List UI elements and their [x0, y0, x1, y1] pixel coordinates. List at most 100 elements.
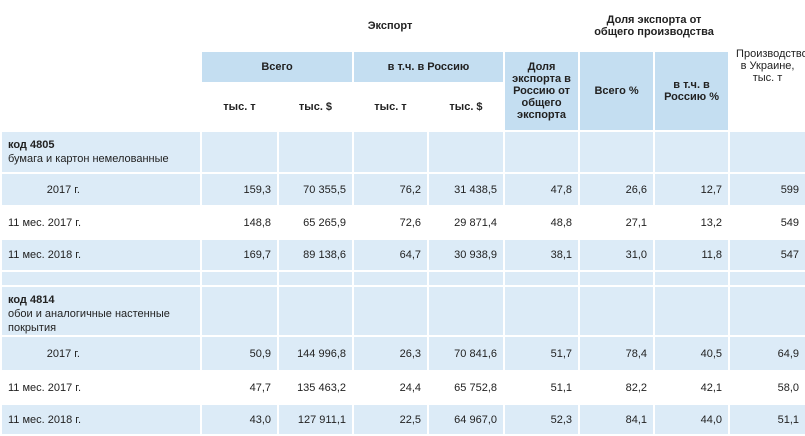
spacer-row: [0, 270, 805, 287]
spacer-cell: [0, 270, 202, 287]
value-cell: 38,1: [502, 238, 581, 272]
unit-cell: тыс. т: [352, 82, 429, 132]
data-row: 11 мес. 2018 г. 43,0 127 911,1 22,5 64 967,0…: [0, 403, 805, 436]
row-label: 2017 г.: [0, 172, 202, 207]
value-cell: 31 438,5: [427, 172, 505, 207]
empty-cell: [427, 130, 505, 174]
value-cell: 47,8: [502, 172, 581, 207]
value-cell: 64 967,0: [427, 403, 505, 436]
empty-cell: [352, 285, 429, 337]
empty-cell: [277, 130, 354, 174]
row-label: 11 мес. 2018 г.: [0, 403, 202, 436]
header-cell: Доля экспорта от общего производства: [578, 0, 731, 52]
value-cell: 58,0: [728, 370, 805, 405]
value-cell: 22,5: [352, 403, 429, 436]
section-row: код 4805 бумага и картон немелованные: [0, 130, 805, 174]
spacer-cell: [578, 270, 656, 287]
value-cell: 144 996,8: [277, 335, 354, 372]
data-row: 11 мес. 2018 г. 169,7 89 138,6 64,7 30 938,9…: [0, 238, 805, 272]
empty-cell: [578, 130, 656, 174]
header-cell: Всего: [200, 50, 354, 84]
data-row: 2017 г. 159,3 70 355,5 76,2 31 438,5 47,8 26,6…: [0, 172, 805, 207]
header-cell: Всего %: [578, 50, 656, 132]
value-cell: 135 463,2: [277, 370, 354, 405]
empty-cell: [200, 130, 279, 174]
value-cell: 50,9: [200, 335, 279, 372]
header-cell: Доля экспорта в Россию от общего экспорт…: [502, 50, 581, 132]
data-row: 11 мес. 2017 г. 148,8 65 265,9 72,6 29 871,4…: [0, 205, 805, 240]
spacer-cell: [352, 270, 429, 287]
empty-cell: [200, 285, 279, 337]
value-cell: 27,1: [578, 205, 656, 240]
value-cell: 51,1: [502, 370, 581, 405]
value-cell: 70 355,5: [277, 172, 354, 207]
unit-cell: тыс. т: [200, 82, 279, 132]
section-name: бумага и картон немелованные: [8, 153, 169, 165]
header-cell: Экспорт: [199, 0, 581, 52]
empty-cell: [277, 285, 354, 337]
section-name: обои и аналогичные настенные покрытия: [8, 308, 170, 334]
value-cell: 547: [728, 238, 805, 272]
value-cell: 51,7: [502, 335, 581, 372]
data-row: 2017 г. 50,9 144 996,8 26,3 70 841,6 51,7 78,4…: [0, 335, 805, 372]
value-cell: 48,8: [502, 205, 581, 240]
section-code: код 4805: [8, 139, 55, 151]
value-cell: 26,3: [352, 335, 429, 372]
row-label: 11 мес. 2017 г.: [0, 205, 202, 240]
empty-cell: [352, 130, 429, 174]
value-cell: 31,0: [578, 238, 656, 272]
value-cell: 78,4: [578, 335, 656, 372]
unit-cell: тыс. $: [427, 82, 505, 132]
header-cell: в т.ч. в Россию: [352, 50, 505, 84]
empty-cell: [502, 130, 581, 174]
value-cell: 70 841,6: [427, 335, 505, 372]
empty-cell: [728, 130, 805, 174]
section-code: код 4814: [8, 294, 55, 306]
spacer-cell: [502, 270, 581, 287]
spacer-cell: [277, 270, 354, 287]
spacer-cell: [653, 270, 731, 287]
unit-cell: тыс. $: [277, 82, 354, 132]
value-cell: 549: [728, 205, 805, 240]
value-cell: 12,7: [653, 172, 731, 207]
value-cell: 65 265,9: [277, 205, 354, 240]
spacer-cell: [728, 270, 805, 287]
empty-cell: [502, 285, 581, 337]
empty-cell: [578, 285, 656, 337]
value-cell: 44,0: [653, 403, 731, 436]
value-cell: 52,3: [502, 403, 581, 436]
value-cell: 11,8: [653, 238, 731, 272]
section-row: код 4814 обои и аналогичные настенные пок…: [0, 285, 805, 337]
row-label: 11 мес. 2018 г.: [0, 238, 202, 272]
value-cell: 43,0: [200, 403, 279, 436]
value-cell: 26,6: [578, 172, 656, 207]
empty-cell: [653, 285, 731, 337]
empty-cell: [427, 285, 505, 337]
value-cell: 65 752,8: [427, 370, 505, 405]
value-cell: 40,5: [653, 335, 731, 372]
value-cell: 89 138,6: [277, 238, 354, 272]
value-cell: 29 871,4: [427, 205, 505, 240]
value-cell: 148,8: [200, 205, 279, 240]
value-cell: 82,2: [578, 370, 656, 405]
data-row: 11 мес. 2017 г. 47,7 135 463,2 24,4 65 752,8…: [0, 370, 805, 405]
value-cell: 13,2: [653, 205, 731, 240]
value-cell: 84,1: [578, 403, 656, 436]
header-cell: Производство в Украине, тыс. т: [728, 0, 805, 132]
value-cell: 72,6: [352, 205, 429, 240]
value-cell: 159,3: [200, 172, 279, 207]
row-label: 2017 г.: [0, 335, 202, 372]
value-cell: 24,4: [352, 370, 429, 405]
section-label: код 4805 бумага и картон немелованные: [0, 130, 202, 174]
spacer-cell: [427, 270, 505, 287]
value-cell: 169,7: [200, 238, 279, 272]
header-cell: в т.ч. в Россию %: [653, 50, 731, 132]
value-cell: 47,7: [200, 370, 279, 405]
row-label: 11 мес. 2017 г.: [0, 370, 202, 405]
spacer-cell: [200, 270, 279, 287]
empty-cell: [728, 285, 805, 337]
section-label: код 4814 обои и аналогичные настенные пок…: [0, 285, 202, 337]
value-cell: 76,2: [352, 172, 429, 207]
